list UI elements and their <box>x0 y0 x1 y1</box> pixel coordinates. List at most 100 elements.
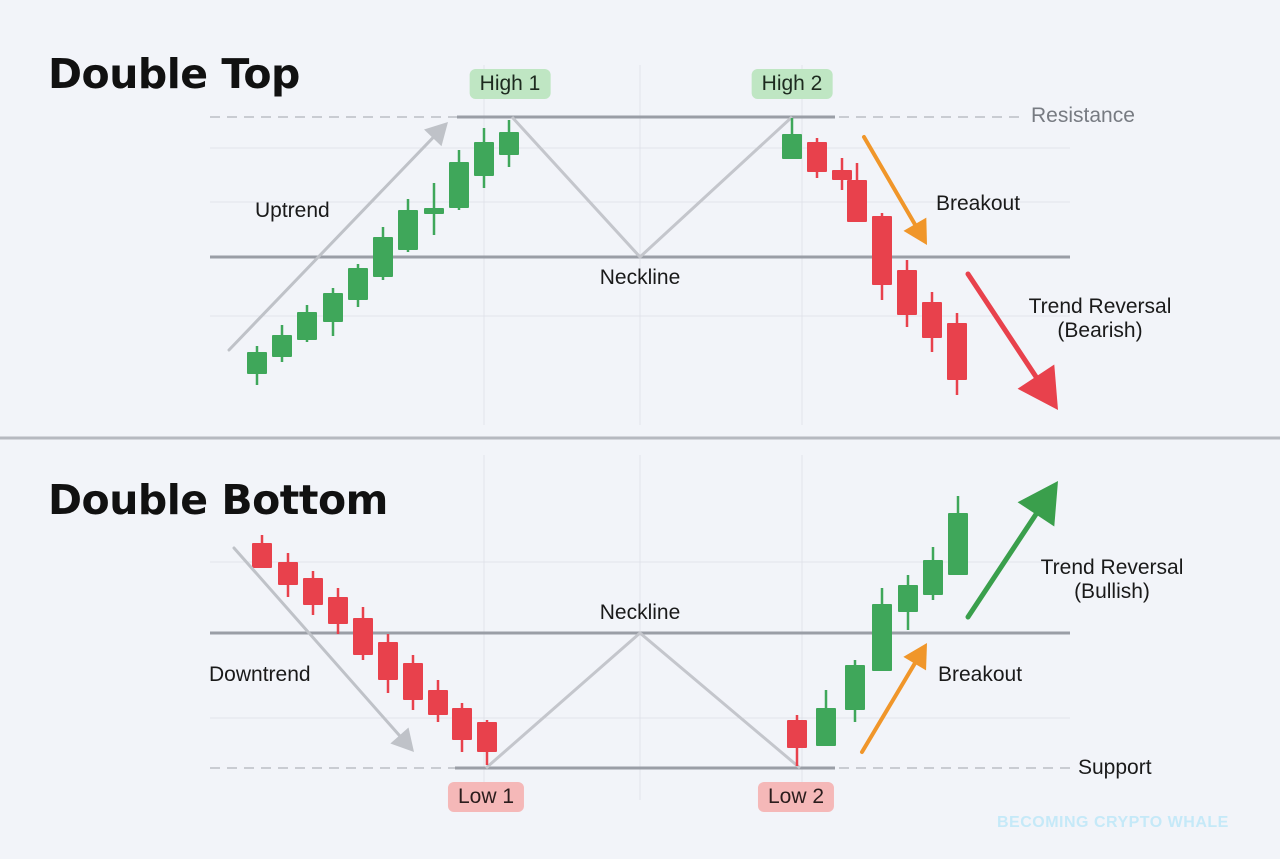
bullish-reversal-line2: (Bullish) <box>1074 580 1150 603</box>
candle-body <box>872 604 892 671</box>
candle-body <box>252 543 272 568</box>
bullish-reversal-label: Trend Reversal (Bullish) <box>1041 556 1184 604</box>
bearish-candle <box>303 571 323 615</box>
support-label: Support <box>1078 756 1152 779</box>
bullish-candle <box>449 150 469 210</box>
candle-body <box>449 162 469 208</box>
bearish-candle <box>872 213 892 300</box>
high-1-label: High 1 <box>469 69 551 99</box>
bullish-candle <box>816 690 836 746</box>
bearish-candle <box>278 553 298 597</box>
candle-body <box>922 302 942 338</box>
bullish-candle <box>948 496 968 575</box>
bullish-candle <box>398 199 418 252</box>
bullish-candle <box>898 575 918 630</box>
grid-lines <box>210 65 1070 800</box>
uptrend-arrow-head <box>424 122 448 147</box>
low-1-label: Low 1 <box>447 782 525 812</box>
bullish-candle <box>499 120 519 167</box>
guide-lines <box>0 115 1280 770</box>
resistance-label: Resistance <box>1031 104 1135 127</box>
uptrend-arrow <box>227 122 448 352</box>
bullish-reversal-arrow-head <box>1017 481 1058 527</box>
candle-body <box>477 722 497 752</box>
bullish-reversal-line1: Trend Reversal <box>1040 556 1184 579</box>
candle-body <box>297 312 317 340</box>
downtrend-label: Downtrend <box>209 663 311 686</box>
candle-body <box>373 237 393 277</box>
bottom-breakout-arrow-head <box>903 643 927 671</box>
candle-body <box>897 270 917 315</box>
low-2-label: Low 2 <box>757 782 835 812</box>
bearish-candle <box>353 607 373 660</box>
bearish-candle <box>452 703 472 752</box>
candle-body <box>403 663 423 700</box>
bottom-neckline-label: Neckline <box>599 601 681 624</box>
candle-body <box>845 665 865 710</box>
bearish-candle <box>947 313 967 395</box>
candle-body <box>832 170 852 180</box>
candle-body <box>787 720 807 748</box>
candle-body <box>278 562 298 585</box>
candlesticks <box>247 118 968 766</box>
bullish-candle <box>872 588 892 671</box>
uptrend-arrow-shaft <box>227 134 436 352</box>
bullish-candle <box>247 346 267 385</box>
top-breakout-arrow-head <box>903 217 927 245</box>
bottom-breakout-arrow <box>860 643 927 754</box>
bearish-reversal-label: Trend Reversal (Bearish) <box>1029 295 1172 343</box>
candle-body <box>272 335 292 357</box>
bullish-candle <box>782 118 802 159</box>
bullish-reversal-arrow <box>965 481 1058 620</box>
candle-body <box>898 585 918 612</box>
downtrend-arrow <box>232 546 414 752</box>
bearish-candle <box>847 163 867 222</box>
candle-body <box>328 597 348 624</box>
bearish-reversal-arrow-head <box>1017 364 1058 410</box>
candle-body <box>948 513 968 575</box>
candle-body <box>353 618 373 655</box>
bullish-candle <box>923 547 943 600</box>
bullish-candle <box>297 305 317 342</box>
uptrend-label: Uptrend <box>255 199 330 222</box>
top-breakout-arrow <box>862 135 927 245</box>
candle-body <box>782 134 802 159</box>
bearish-reversal-line2: (Bearish) <box>1057 319 1143 342</box>
bearish-reversal-line1: Trend Reversal <box>1028 295 1172 318</box>
double-bottom-title: Double Bottom <box>48 476 388 524</box>
candle-body <box>323 293 343 322</box>
candle-body <box>452 708 472 740</box>
bullish-candle <box>272 325 292 362</box>
bearish-candle <box>477 720 497 765</box>
bullish-candle <box>348 264 368 307</box>
candle-body <box>378 642 398 680</box>
bullish-candle <box>373 227 393 280</box>
candle-body <box>947 323 967 380</box>
bottom-breakout-label: Breakout <box>938 663 1023 686</box>
bullish-candle <box>424 183 444 235</box>
double-top-title: Double Top <box>48 50 300 98</box>
candle-body <box>428 690 448 715</box>
top-breakout-arrow-shaft <box>862 135 919 229</box>
candle-body <box>424 208 444 214</box>
bearish-candle <box>378 634 398 693</box>
candle-body <box>499 132 519 155</box>
bullish-candle <box>323 288 343 336</box>
bearish-candle <box>328 588 348 634</box>
bearish-candle <box>252 535 272 568</box>
candle-body <box>247 352 267 374</box>
bottom-breakout-arrow-shaft <box>860 659 918 754</box>
watermark: BECOMING CRYPTO WHALE <box>997 814 1229 831</box>
bearish-candle <box>922 292 942 352</box>
bullish-candle <box>845 660 865 722</box>
bottom-zigzag-path <box>485 631 801 770</box>
bearish-candle <box>807 138 827 178</box>
bearish-candle <box>428 680 448 722</box>
downtrend-arrow-head <box>390 727 414 752</box>
candle-body <box>398 210 418 250</box>
bearish-candle <box>403 655 423 710</box>
candle-body <box>474 142 494 176</box>
candle-body <box>303 578 323 605</box>
